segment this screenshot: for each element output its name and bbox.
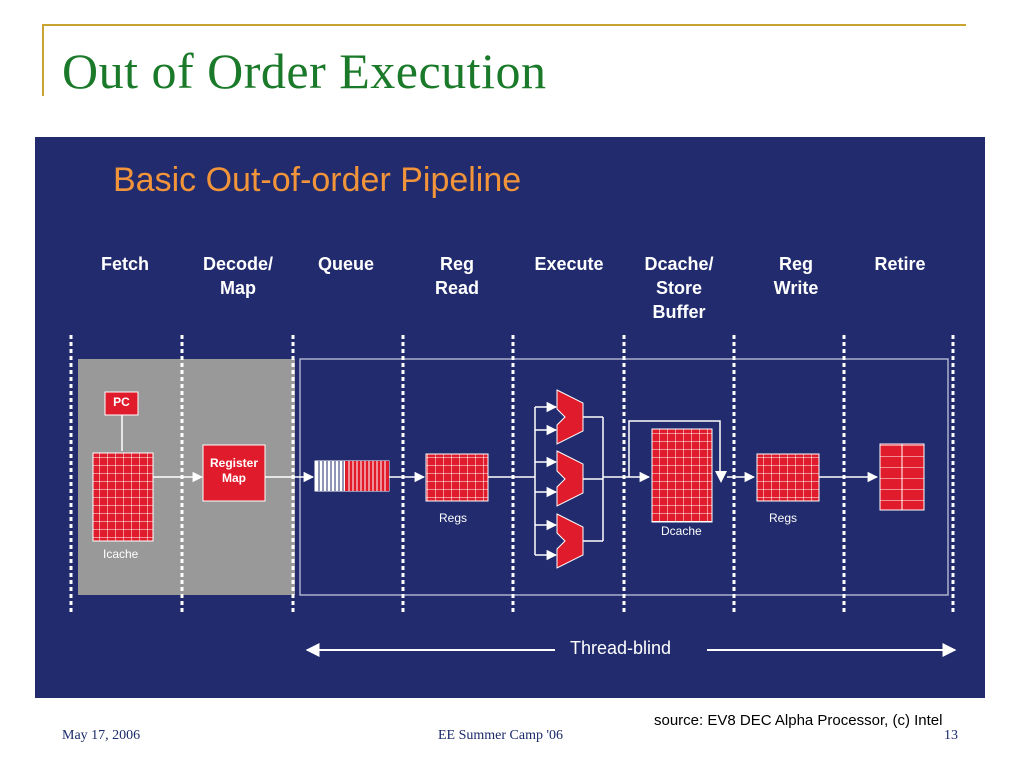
alu-1 xyxy=(556,389,584,445)
footer-center: EE Summer Camp '06 xyxy=(438,728,564,743)
regs-write-label: Regs xyxy=(769,511,798,525)
pc-label: PC xyxy=(113,395,130,409)
stage-reg-read: Reg Read xyxy=(434,254,479,298)
alu-3 xyxy=(556,513,584,569)
queue-block xyxy=(314,460,390,492)
stage-reg-write: Reg Write xyxy=(773,254,819,298)
alu-2 xyxy=(556,450,584,507)
source-credit: source: EV8 DEC Alpha Processor, (c) Int… xyxy=(654,712,943,729)
execute-units xyxy=(535,389,604,569)
stage-dcache-store-buffer: Dcache/ Store Buffer xyxy=(644,254,714,322)
icache-block xyxy=(92,452,154,542)
regs-write-block xyxy=(756,453,820,502)
regs-read-block xyxy=(425,453,489,502)
dcache-label: Dcache xyxy=(661,524,702,538)
stage-queue: Queue xyxy=(317,254,374,274)
stage-retire: Retire xyxy=(874,254,926,274)
pipeline-graphic xyxy=(69,335,957,657)
thread-blind-label: Thread-blind xyxy=(570,638,672,658)
regs-read-label: Regs xyxy=(439,511,468,525)
slide-title: Out of Order Execution xyxy=(62,43,547,99)
dcache-block xyxy=(651,428,713,523)
register-map-label: Register Map xyxy=(209,456,259,485)
pipeline-diagram: Basic Out-of-order Pipeline Fetch Decode… xyxy=(35,137,985,698)
register-map-block xyxy=(202,444,266,502)
stage-execute: Execute xyxy=(534,254,604,274)
diagram-title: Basic Out-of-order Pipeline xyxy=(113,161,522,199)
stage-separators xyxy=(69,335,955,615)
stage-decode-map: Decode/ Map xyxy=(202,254,274,298)
title-frame xyxy=(42,24,966,96)
footer-date: May 17, 2006 xyxy=(62,728,141,743)
icache-label: Icache xyxy=(103,547,139,561)
page-number: 13 xyxy=(944,728,958,743)
stage-fetch: Fetch xyxy=(100,254,149,274)
